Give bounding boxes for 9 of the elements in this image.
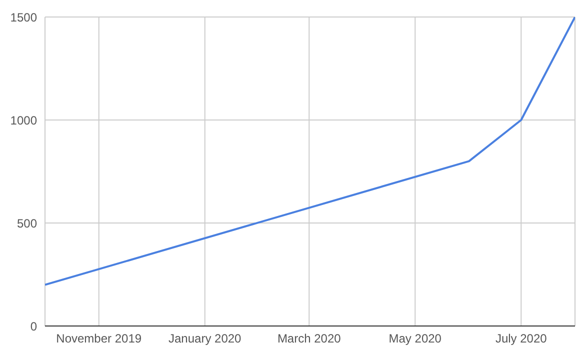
y-tick-label: 0 [30,319,38,334]
x-tick-label: March 2020 [277,332,342,346]
y-tick-label: 1000 [10,113,38,128]
y-tick-label: 500 [16,216,38,230]
x-tick-label: January 2020 [168,332,242,346]
y-tick-label: 1500 [10,10,38,24]
x-tick-label: July 2020 [495,332,548,346]
x-tick-label: May 2020 [388,332,442,346]
x-tick-label: November 2019 [56,332,142,346]
